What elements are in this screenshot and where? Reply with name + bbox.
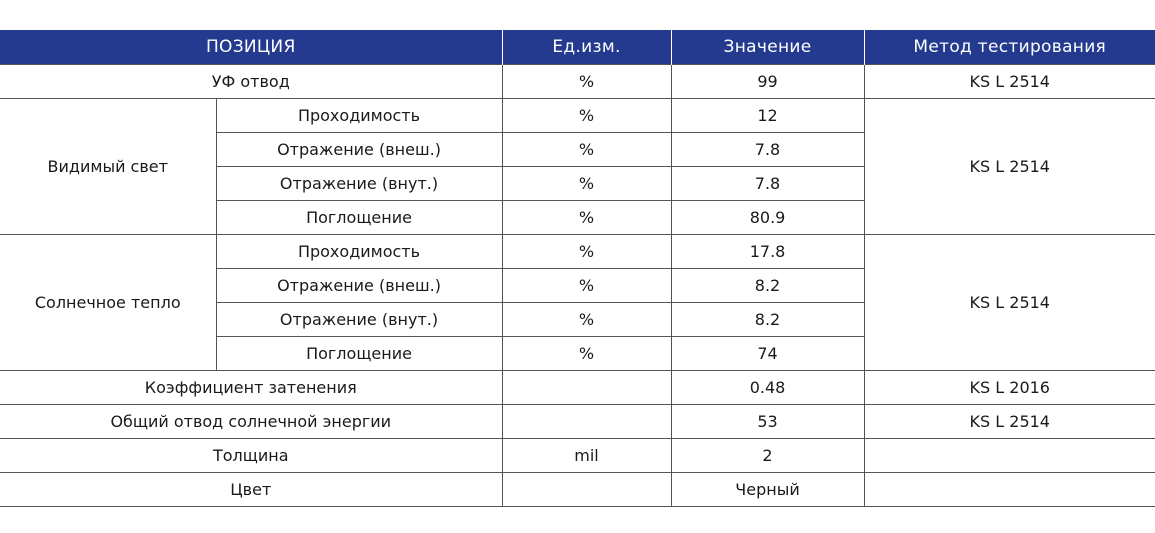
table-row: Отражение (внеш.) % 7.8 — [0, 131, 1155, 167]
cell-unit — [501, 369, 672, 405]
group-method-solar: KS L 2514 — [863, 233, 1155, 371]
table-row: Толщина mil 2 — [0, 437, 1155, 473]
group-label-solar: Солнечное тепло — [0, 233, 217, 371]
sub-label: Проходимость — [215, 97, 503, 133]
cell-value: 74 — [670, 335, 865, 371]
table-row: Общий отвод солнечной энергии 53 KS L 25… — [0, 403, 1155, 439]
cell-value: 7.8 — [670, 165, 865, 201]
table-row: Солнечное тепло Проходимость % 17.8 KS L… — [0, 233, 1155, 371]
cell-unit: % — [501, 63, 672, 99]
header-position: ПОЗИЦИЯ — [0, 30, 503, 64]
header-value: Значение — [671, 30, 865, 64]
cell-unit: % — [501, 97, 672, 133]
cell-method: KS L 2514 — [863, 403, 1155, 439]
row-label-tser: Общий отвод солнечной энергии — [0, 403, 503, 439]
cell-value: 8.2 — [670, 267, 865, 303]
specification-table: ПОЗИЦИЯ Ед.изм. Значение Метод тестирова… — [0, 30, 1155, 507]
sub-label: Отражение (внут.) — [216, 165, 503, 201]
table-row: Коэффициент затенения 0.48 KS L 2016 — [0, 369, 1155, 405]
cell-method — [863, 471, 1155, 507]
cell-unit: % — [501, 233, 672, 269]
row-label-uv: УФ отвод — [0, 63, 503, 99]
cell-value: 8.2 — [670, 301, 865, 337]
group-method-visible: KS L 2514 — [863, 97, 1155, 235]
sub-label: Отражение (внеш.) — [216, 131, 503, 167]
sub-label: Поглощение — [216, 335, 503, 371]
cell-unit — [501, 403, 672, 439]
cell-unit — [501, 471, 672, 507]
table-row: Видимый свет Проходимость % 12 KS L 2514 — [0, 97, 1155, 235]
cell-value: 17.8 — [670, 233, 865, 269]
row-label-thickness: Толщина — [0, 437, 503, 473]
cell-value: Черный — [670, 471, 865, 507]
cell-unit: % — [501, 131, 672, 167]
table-header-row: ПОЗИЦИЯ Ед.изм. Значение Метод тестирова… — [0, 30, 1155, 64]
cell-unit: % — [501, 335, 672, 371]
cell-value: 12 — [670, 97, 865, 133]
cell-unit: % — [501, 301, 672, 337]
cell-method: KS L 2016 — [863, 369, 1155, 405]
sub-label: Отражение (внеш.) — [216, 267, 503, 303]
row-label-color: Цвет — [0, 471, 503, 507]
table-row: УФ отвод % 99 KS L 2514 — [0, 63, 1155, 99]
sub-label: Отражение (внут.) — [216, 301, 503, 337]
cell-value: 99 — [670, 63, 865, 99]
cell-unit: % — [501, 199, 672, 235]
table-row: Цвет Черный — [0, 471, 1155, 507]
cell-method: KS L 2514 — [863, 63, 1155, 99]
cell-value: 7.8 — [670, 131, 865, 167]
header-method: Метод тестирования — [864, 30, 1155, 64]
cell-unit: mil — [501, 437, 672, 473]
cell-unit: % — [501, 165, 672, 201]
cell-unit: % — [501, 267, 672, 303]
cell-value: 53 — [670, 403, 865, 439]
cell-method — [863, 437, 1155, 473]
cell-value: 0.48 — [670, 369, 865, 405]
header-unit: Ед.изм. — [502, 30, 672, 64]
sub-label: Проходимость — [215, 233, 503, 269]
cell-value: 80.9 — [670, 199, 865, 235]
sub-label: Поглощение — [216, 199, 503, 235]
group-label-visible: Видимый свет — [0, 97, 217, 235]
cell-value: 2 — [670, 437, 865, 473]
table-row: Отражение (внеш.) % 8.2 — [0, 267, 1155, 303]
table-row: Отражение (внут.) % 7.8 — [0, 165, 1155, 201]
row-label-shading: Коэффициент затенения — [0, 369, 503, 405]
